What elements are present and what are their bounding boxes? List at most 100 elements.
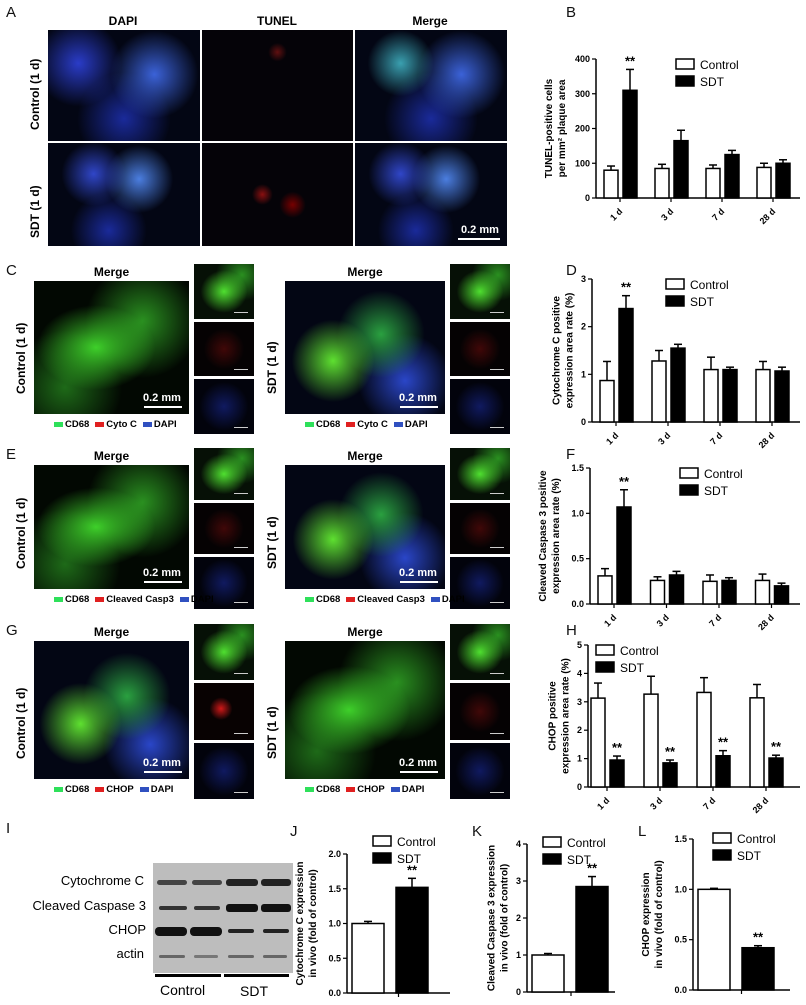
legend-swatch (305, 786, 314, 792)
legend-swatch-sdt (679, 484, 699, 496)
y-tick-label: 1.5 (674, 834, 687, 844)
legend-item: CD68 (305, 419, 340, 430)
significance-marker: ** (619, 474, 630, 489)
bar-control (603, 169, 619, 199)
y-tick-label: 0.0 (674, 985, 687, 995)
significance-marker: ** (621, 280, 632, 295)
channel-legend: CD68 CHOP DAPI (305, 784, 424, 795)
channel-image-dapi (450, 379, 510, 434)
legend-item: DAPI (179, 594, 214, 605)
bar-control (702, 580, 718, 605)
y-tick-label: 3 (516, 876, 521, 886)
legend-swatch-control (675, 58, 695, 70)
x-tick-label: 7 d (707, 612, 723, 628)
channel-image-marker (450, 321, 510, 377)
x-tick-label: 1 d (602, 612, 618, 628)
legend-label: CD68 (316, 594, 341, 605)
legend-swatch (95, 596, 105, 602)
mini-scale-bar (490, 601, 504, 603)
significance-marker: ** (753, 930, 764, 945)
y-axis-label: expression area rate (%) (564, 293, 575, 409)
chart-F: 0.0 0.5 1.0 1.5 Cleaved Caspase 3 positive ex… (538, 463, 800, 632)
chart-J: 0.0 0.5 1.0 1.5 2.0 Cytochrome C expression in… (295, 835, 450, 998)
bar-sdt (775, 162, 791, 199)
y-axis-label: in vivo (fold of control) (499, 864, 510, 972)
image-merge-sdt (355, 143, 507, 246)
x-tick-label: 1 d (595, 795, 611, 811)
channel-image-cd68 (194, 264, 254, 319)
legend-label: DAPI (404, 419, 428, 430)
scale-bar (400, 771, 438, 773)
y-axis-label: expression area rate (%) (551, 478, 562, 594)
legend-swatch (54, 596, 63, 602)
legend-item: Cyto C (95, 419, 137, 430)
mini-scale-bar (490, 547, 504, 549)
panel-label-i: I (6, 820, 11, 837)
chart-K: 0 1 2 3 4 Cleaved Caspase 3 expression in vivo… (486, 836, 615, 997)
legend-label: DAPI (150, 784, 174, 795)
y-tick-label: 100 (575, 158, 590, 168)
channel-image-marker (450, 502, 510, 555)
group-label-sdt: SDT (240, 983, 268, 999)
merge-title-right: Merge (347, 449, 383, 463)
channel-legend: CD68 Cleaved Casp3 DAPI (305, 594, 465, 605)
column-title-dapi: DAPI (108, 14, 138, 28)
y-axis-label: CHOP positive (547, 681, 558, 751)
legend-swatch-control (665, 278, 685, 290)
group-bar-sdt (224, 974, 289, 977)
merge-image-right (285, 465, 445, 589)
bar-sdt (768, 757, 784, 788)
legend-label-control: Control (690, 278, 729, 292)
y-tick-label: 0.5 (674, 935, 687, 945)
bar-sdt (622, 89, 638, 199)
mini-scale-bar (490, 791, 504, 793)
mini-scale-bar (490, 732, 504, 734)
bar-sdt (722, 368, 738, 423)
legend-swatch (346, 786, 356, 792)
legend-swatch (430, 596, 440, 602)
panel-label-h: H (566, 622, 577, 639)
legend-swatch-sdt (595, 661, 615, 673)
y-tick-label: 1.5 (571, 463, 584, 473)
x-tick-label: 7 d (708, 430, 724, 446)
legend-label: Cyto C (357, 419, 388, 430)
y-tick-label: 4 (577, 668, 582, 678)
scale-bar (400, 406, 438, 408)
legend-label: DAPI (190, 594, 214, 605)
y-axis-label: TUNEL-positive cells (544, 78, 555, 178)
bar-control (755, 368, 771, 423)
scale-bar-label: 0.2 mm (143, 757, 181, 769)
bar-sdt (774, 370, 790, 423)
image-tunel-control (202, 30, 353, 141)
channel-image-marker (450, 683, 510, 740)
channel-image-cd68 (194, 624, 254, 681)
mini-scale-bar (234, 601, 248, 603)
mini-scale-bar (490, 492, 504, 494)
band-label-actin: actin (116, 946, 144, 961)
legend-swatch-sdt (675, 75, 695, 87)
legend-item: DAPI (142, 419, 177, 430)
significance-marker: ** (771, 739, 782, 754)
y-axis-label: Cleaved Caspase 3 expression (486, 845, 497, 991)
x-tick-label: 3 d (656, 430, 672, 446)
legend-item: CD68 (54, 419, 89, 430)
image-merge-control (355, 30, 507, 141)
y-tick-label: 0.5 (328, 953, 341, 963)
x-tick-label: 28 d (758, 206, 778, 226)
legend-label: DAPI (153, 419, 177, 430)
chart-H: 0 1 2 3 4 5 CHOP positive expression area rate … (547, 640, 800, 815)
channel-image-dapi (450, 742, 510, 799)
channel-image-dapi (194, 379, 254, 434)
channel-image-dapi (194, 557, 254, 609)
bar-sdt (575, 885, 609, 993)
legend-label-control: Control (567, 836, 606, 850)
legend-item: CD68 (305, 594, 340, 605)
x-tick-label: 1 d (608, 206, 624, 222)
legend-label-sdt: SDT (620, 661, 645, 675)
y-tick-label: 400 (575, 54, 590, 64)
significance-marker: ** (665, 744, 676, 759)
channel-image-cd68 (194, 448, 254, 500)
legend-label: DAPI (401, 784, 425, 795)
